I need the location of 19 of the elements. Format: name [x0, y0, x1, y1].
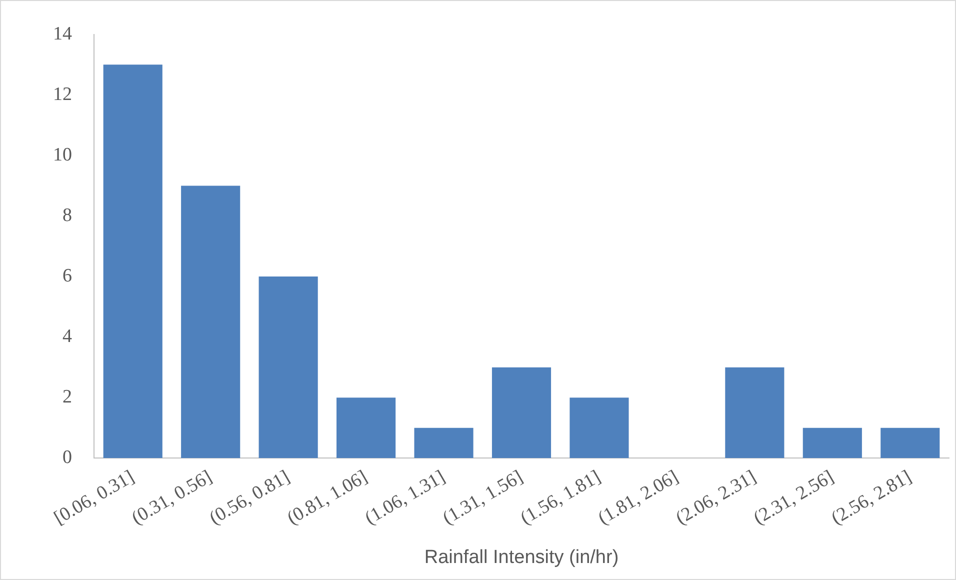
y-tick-label: 12 [53, 84, 72, 105]
bar [336, 398, 396, 458]
bar [414, 428, 474, 458]
y-tick-label: 10 [53, 144, 72, 166]
bar [103, 64, 162, 458]
y-tick-label: 0 [62, 447, 72, 468]
bar [880, 428, 940, 458]
y-tick-label: 2 [62, 386, 72, 408]
y-tick-label: 4 [62, 326, 72, 348]
bar [570, 398, 629, 458]
x-axis-title: Rainfall Intensity (in/hr) [424, 546, 619, 568]
bar [725, 367, 784, 458]
bar [802, 428, 862, 458]
y-tick-label: 8 [62, 204, 72, 226]
bar [258, 276, 318, 458]
bar [181, 186, 240, 458]
bar [492, 367, 552, 458]
y-tick-label: 6 [62, 266, 72, 287]
y-tick-label: 14 [53, 23, 72, 44]
